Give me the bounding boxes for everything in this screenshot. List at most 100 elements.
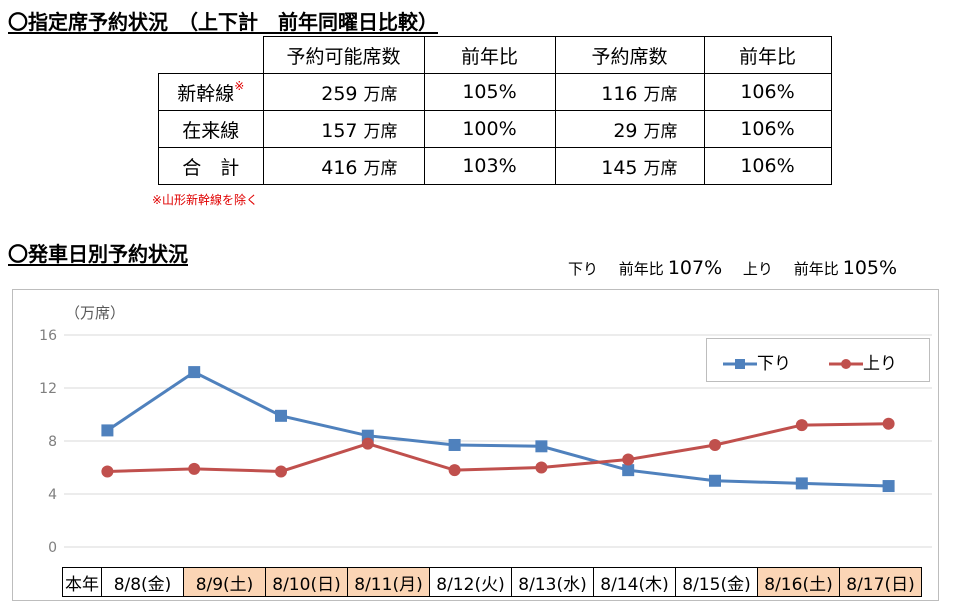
date-cell: 8/15(金) [675,567,758,597]
legend-label-up: 上り [863,354,897,374]
data-point-up [622,453,635,466]
col-header-reserved: 予約席数 [554,36,705,74]
legend-label-down: 下り [757,354,791,374]
data-point-up [882,417,895,430]
up-label: 上り [742,260,773,278]
down-label: 下り [568,260,599,278]
data-point-up [795,419,808,432]
up-yoy-text: 前年比 [793,260,839,278]
date-row: 本年 8/8(金) 8/9(土) 8/10(日) 8/11(月) 8/12(火) 8/13… [62,567,922,597]
available-yoy: 103% [423,147,556,185]
down-yoy-value: 107% [667,257,723,279]
corner-cell [158,36,264,74]
y-tick-label: 8 [48,434,57,450]
line-chart: （万席） 0 4 8 12 16 下り 上り [12,289,939,601]
data-point-up [709,438,721,451]
table-row-total: 合 計 416 万席 103% 145 万席 106% [158,147,832,185]
data-point-up [101,465,114,478]
y-tick-label: 0 [48,540,57,556]
date-table: 本年 8/8(金) 8/9(土) 8/10(日) 8/11(月) 8/12(火) 8/13… [62,567,922,597]
data-point-up [448,464,461,477]
row-label: 合 計 [158,147,264,185]
legend-item-down: 下り [723,349,791,374]
unit: 万席 [363,84,398,105]
row-label-text: 合 計 [182,156,240,179]
date-row-header: 本年 [62,567,102,597]
col-header-available-yoy: 前年比 [423,36,556,74]
section-title-reservation-status: 〇指定席予約状況 （上下計 前年同曜日比較） [8,10,438,34]
yoy-summary: 下り 前年比 107% 上り 前年比 105% [568,257,901,279]
y-tick-label: 12 [39,381,57,397]
date-cell: 8/9(土) [183,567,266,597]
row-label: 在来線 [158,110,264,148]
note-mark: ※ [234,78,245,93]
available-yoy: 105% [423,73,556,111]
legend-swatch-down [723,359,757,369]
data-point-down [448,438,461,451]
reserved-value: 116 [601,82,638,105]
reserved-yoy: 106% [703,110,832,148]
date-cell: 8/12(火) [429,567,512,597]
date-cell: 8/11(月) [347,567,430,597]
data-point-down [188,366,201,379]
footnote: ※山形新幹線を除く [152,193,259,207]
reserved-value: 29 [613,119,638,142]
data-point-down [101,424,114,437]
data-point-down [709,474,721,487]
col-header-reserved-yoy: 前年比 [703,36,832,74]
summary-table: 予約可能席数 前年比 予約席数 前年比 新幹線※ 259 万席 105% 116 万… [158,36,832,185]
y-tick-label: 4 [48,487,57,503]
unit: 万席 [363,158,398,179]
date-cell: 8/8(金) [101,567,184,597]
unit: 万席 [643,84,678,105]
available-seats: 157 万席 [262,110,425,148]
chart-legend: 下り 上り [706,338,930,382]
data-point-down [535,440,548,453]
reserved-seats: 116 万席 [554,73,705,111]
data-point-up [535,461,548,474]
available-value: 416 [321,156,358,179]
col-header-available: 予約可能席数 [262,36,425,74]
series-line-down [106,370,889,488]
series-line-up [107,422,889,473]
reserved-seats: 29 万席 [554,110,705,148]
section-title-daily-status: 〇発車日別予約状況 [8,242,188,266]
available-yoy: 100% [423,110,556,148]
data-point-down [275,409,287,422]
reserved-yoy: 106% [703,73,832,111]
table-header-row: 予約可能席数 前年比 予約席数 前年比 [158,36,832,74]
y-unit-label: （万席） [65,304,125,322]
table-row-zairaisen: 在来線 157 万席 100% 29 万席 106% [158,110,832,148]
row-label: 新幹線※ [158,73,264,111]
data-point-down [795,477,808,490]
legend-item-up: 上り [829,349,897,374]
chart-svg: （万席） 0 4 8 12 16 [39,304,932,556]
data-point-up [275,465,287,478]
date-cell: 8/17(日) [839,567,922,597]
reserved-yoy: 106% [703,147,832,185]
available-value: 157 [321,119,358,142]
reserved-value: 145 [601,156,638,179]
date-cell: 8/14(木) [593,567,676,597]
available-value: 259 [321,82,358,105]
row-label-text: 在来線 [182,119,240,142]
unit: 万席 [643,158,678,179]
row-label-text: 新幹線 [177,82,235,105]
y-tick-label: 16 [39,328,57,344]
unit: 万席 [363,121,398,142]
data-point-down [622,464,635,477]
unit: 万席 [643,121,678,142]
table-row-shinkansen: 新幹線※ 259 万席 105% 116 万席 106% [158,73,832,111]
available-seats: 416 万席 [262,147,425,185]
reserved-seats: 145 万席 [554,147,705,185]
down-yoy-text: 前年比 [618,260,664,278]
data-point-up [361,437,374,450]
legend-swatch-up [829,359,863,369]
available-seats: 259 万席 [262,73,425,111]
data-point-down [882,480,895,493]
date-cell: 8/16(土) [757,567,840,597]
up-yoy-value: 105% [842,257,898,279]
date-cell: 8/10(日) [265,567,348,597]
data-point-up [188,462,201,475]
date-cell: 8/13(水) [511,567,594,597]
